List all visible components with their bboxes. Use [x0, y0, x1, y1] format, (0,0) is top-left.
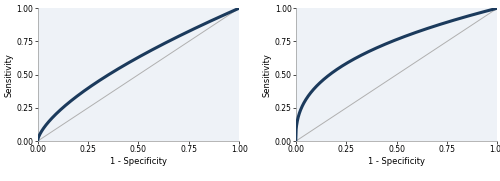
- Y-axis label: Sensitivity: Sensitivity: [263, 53, 272, 97]
- X-axis label: 1 - Specificity: 1 - Specificity: [110, 157, 167, 166]
- Y-axis label: Sensitivity: Sensitivity: [4, 53, 14, 97]
- X-axis label: 1 - Specificity: 1 - Specificity: [368, 157, 425, 166]
